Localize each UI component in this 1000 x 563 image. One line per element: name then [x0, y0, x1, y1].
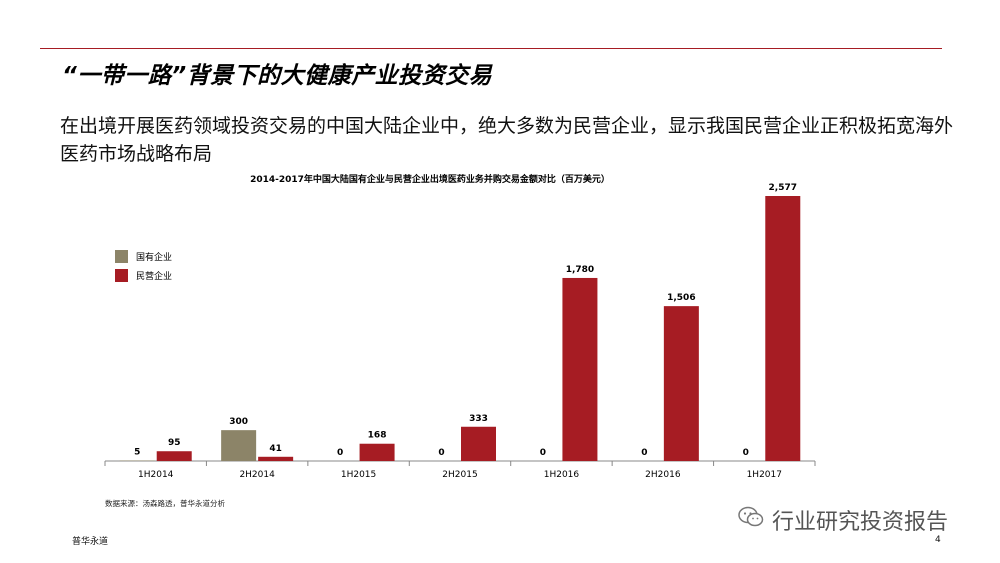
- data-label-soe: 0: [743, 448, 749, 458]
- data-label-soe: 0: [337, 448, 343, 458]
- bar-private: [461, 426, 496, 461]
- legend-label-private: 民营企业: [136, 272, 173, 282]
- bar-private: [359, 443, 395, 461]
- x-tick-label: 2H2016: [645, 470, 681, 480]
- page-number: 4: [935, 535, 941, 545]
- x-tick-label: 1H2015: [341, 470, 376, 480]
- bar-private: [765, 196, 801, 461]
- data-label-soe: 300: [229, 417, 248, 427]
- top-rule: [40, 48, 942, 49]
- data-label-soe: 0: [540, 448, 546, 458]
- x-tick-label: 1H2014: [138, 470, 174, 480]
- x-tick-label: 2H2014: [239, 470, 275, 480]
- legend-item-soe: 国有企业: [115, 250, 172, 263]
- watermark: 行业研究投资报告: [738, 504, 948, 536]
- data-label-private: 168: [368, 431, 387, 441]
- slide-subtitle: 在出境开展医药领域投资交易的中国大陆企业中，绝大多数为民营企业，显示我国民营企业…: [60, 115, 954, 165]
- data-label-soe: 5: [134, 447, 140, 457]
- data-label-private: 2,577: [769, 183, 797, 193]
- legend-swatch-private: [115, 269, 128, 282]
- bar-soe: [221, 430, 257, 461]
- x-tick-label: 1H2016: [544, 470, 580, 480]
- bar-soe: [119, 460, 155, 461]
- footer-company: 普华永道: [72, 537, 109, 547]
- legend-label-soe: 国有企业: [136, 253, 173, 263]
- watermark-text: 行业研究投资报告: [772, 510, 949, 535]
- data-label-private: 1,506: [667, 293, 695, 303]
- wechat-icon: [738, 506, 764, 534]
- slide-title: “一带一路”背景下的大健康产业投资交易: [62, 63, 493, 89]
- chart-legend: 国有企业 民营企业: [115, 250, 172, 288]
- x-tick-label: 2H2015: [442, 470, 477, 480]
- data-label-private: 333: [469, 414, 488, 424]
- bar-private: [663, 306, 699, 461]
- data-label-soe: 0: [438, 448, 444, 458]
- bar-private: [258, 456, 294, 461]
- data-source-note: 数据来源：汤森路透，普华永道分析: [105, 499, 225, 508]
- legend-swatch-soe: [115, 250, 128, 263]
- legend-item-private: 民营企业: [115, 269, 172, 282]
- data-label-soe: 0: [641, 448, 647, 458]
- x-tick-label: 1H2017: [747, 470, 782, 480]
- data-label-private: 1,780: [566, 265, 594, 275]
- bar-private: [156, 451, 192, 461]
- chart-title: 2014-2017年中国大陆国有企业与民营企业出境医药业务并购交易金额对比（百万…: [250, 175, 610, 185]
- data-label-private: 95: [168, 438, 181, 448]
- data-label-private: 41: [269, 444, 282, 454]
- bar-private: [562, 277, 598, 461]
